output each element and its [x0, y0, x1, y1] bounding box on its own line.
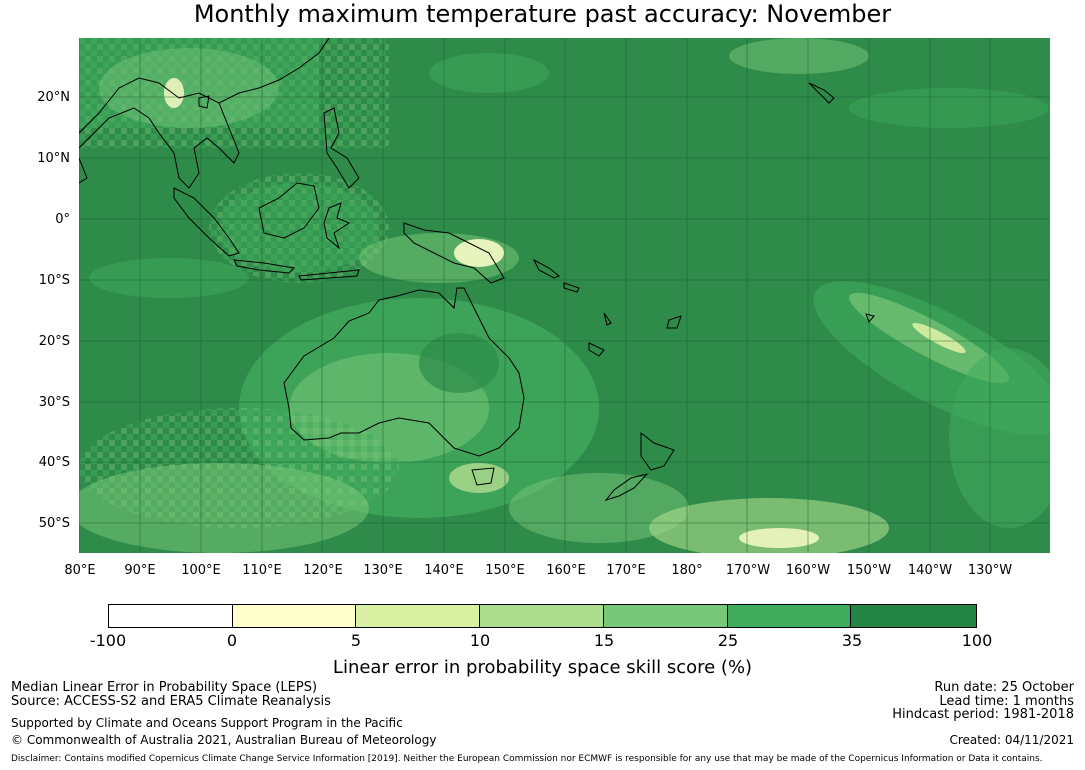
colorbar — [108, 604, 977, 628]
se-asia-coastline — [79, 77, 240, 189]
colorbar-tick: 0 — [226, 631, 238, 650]
lat-label-20n: 20°N — [37, 90, 70, 105]
lat-label-50s: 50°S — [38, 516, 70, 531]
run-date: Run date: 25 October — [934, 680, 1074, 695]
map-canvas — [79, 38, 1050, 553]
tasmania-coastline — [471, 467, 495, 486]
graticule — [79, 38, 1050, 553]
lon-label-170e: 170°E — [606, 563, 646, 578]
philippines-coastline — [323, 107, 360, 189]
colorbar-tick: 5 — [350, 631, 362, 650]
lat-label-10n: 10°N — [37, 151, 70, 166]
colorbar-tick: 25 — [717, 631, 739, 650]
sulawesi-coastline — [323, 202, 351, 250]
lon-label-130e: 130°E — [363, 563, 403, 578]
source-text: Source: ACCESS-S2 and ERA5 Climate Reana… — [11, 694, 331, 709]
lon-label-130w: 130°W — [967, 563, 1013, 578]
colorbar-tick: 10 — [469, 631, 491, 650]
coastlines — [79, 38, 875, 501]
new-zealand-coastline — [604, 431, 675, 501]
created-date: Created: 04/11/2021 — [949, 733, 1074, 747]
colorbar-segment — [727, 605, 852, 627]
hainan-coastline — [198, 95, 210, 109]
colorbar-tick: 15 — [593, 631, 615, 650]
lon-label-80e: 80°E — [64, 563, 96, 578]
lesser-sunda-coastline — [298, 269, 360, 281]
disclaimer: Disclaimer: Contains modified Copernicus… — [11, 754, 1043, 764]
colorbar-segment — [232, 605, 357, 627]
colorbar-segment — [851, 605, 977, 627]
lon-label-110e: 110°E — [242, 563, 282, 578]
australia-coastline — [283, 287, 525, 457]
lon-label-170w: 170°W — [725, 563, 771, 578]
lon-label-150e: 150°E — [485, 563, 525, 578]
lon-label-100e: 100°E — [181, 563, 221, 578]
lon-label-180: 180° — [671, 563, 703, 578]
colorbar-segment — [356, 605, 481, 627]
colorbar-tick: -100 — [89, 631, 127, 650]
lat-label-20s: 20°S — [38, 334, 70, 349]
colorbar-tick: 100 — [961, 631, 993, 650]
colorbar-label: Linear error in probability space skill … — [332, 657, 753, 678]
colorbar-segment — [603, 605, 728, 627]
lat-label-0: 0° — [55, 212, 70, 227]
method-text: Median Linear Error in Probability Space… — [11, 680, 318, 695]
sumatra-coastline — [173, 187, 240, 257]
colorbar-tick: 35 — [841, 631, 863, 650]
china-coastline — [218, 38, 330, 104]
lon-label-120e: 120°E — [303, 563, 343, 578]
colorbar-segment — [480, 605, 604, 627]
pacific-islands-coastline — [532, 82, 875, 357]
lon-label-140e: 140°E — [424, 563, 464, 578]
lat-label-30s: 30°S — [38, 395, 70, 410]
new-guinea-coastline — [403, 222, 505, 284]
lon-label-160e: 160°E — [546, 563, 586, 578]
india-coastline — [79, 157, 88, 184]
colorbar-segment — [109, 605, 233, 627]
support-text: Supported by Climate and Oceans Support … — [11, 716, 403, 730]
lon-label-160w: 160°W — [785, 563, 831, 578]
lon-label-150w: 150°W — [846, 563, 892, 578]
hindcast-period: Hindcast period: 1981-2018 — [892, 707, 1074, 722]
lat-label-10s: 10°S — [38, 273, 70, 288]
skill-field-patches — [79, 38, 1050, 553]
lead-time: Lead time: 1 months — [939, 694, 1074, 709]
lat-label-40s: 40°S — [38, 455, 70, 470]
java-coastline — [233, 259, 296, 274]
borneo-coastline — [258, 182, 320, 239]
lon-label-140w: 140°W — [907, 563, 953, 578]
map-title: Monthly maximum temperature past accurac… — [193, 0, 892, 28]
copyright-text: © Commonwealth of Australia 2021, Austra… — [11, 733, 437, 747]
lon-label-90e: 90°E — [124, 563, 156, 578]
skill-map — [79, 38, 1050, 553]
